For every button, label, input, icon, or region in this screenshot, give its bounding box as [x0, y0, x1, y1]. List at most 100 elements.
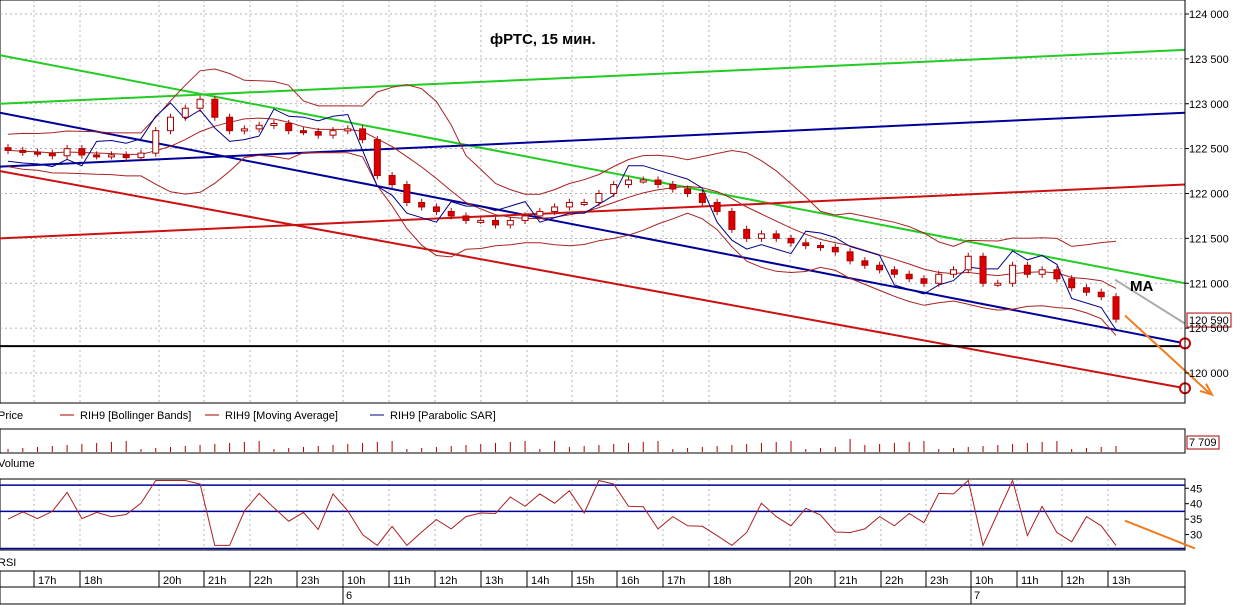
hour-label: 21h	[839, 575, 857, 587]
volume-last-box	[1186, 435, 1220, 450]
hour-label: 17h	[38, 575, 56, 587]
rsi-tick-label: 35	[1190, 514, 1202, 526]
candle-body	[964, 255, 972, 271]
candle-body	[78, 148, 86, 156]
hour-label: 23h	[301, 575, 319, 587]
candle-body	[93, 154, 101, 158]
candle-body	[432, 206, 440, 212]
candle-body	[861, 260, 869, 266]
hour-label: 20h	[794, 575, 812, 587]
candle-body	[1009, 264, 1017, 284]
candle-body	[344, 128, 352, 132]
candle-body	[935, 273, 943, 284]
candle-body	[521, 215, 529, 221]
candle-body	[477, 219, 485, 223]
candle-body	[698, 193, 706, 203]
price-tick-label: 123 000	[1189, 99, 1229, 111]
legend-entry: RIH9 [Parabolic SAR]	[390, 410, 496, 422]
candle-body	[817, 245, 825, 249]
blue-upper-line	[0, 111, 1186, 168]
candle-body	[831, 246, 839, 253]
candle-body	[226, 116, 234, 132]
candle-body	[107, 154, 115, 158]
candle-body	[624, 179, 632, 186]
candle-body	[876, 264, 884, 271]
candle-body	[152, 130, 160, 154]
rsi-polyline	[7, 479, 1117, 547]
price-tick-label: 122 000	[1189, 189, 1229, 201]
price-tick-label: 124 000	[1189, 9, 1229, 21]
price-tick-label: 120 500	[1189, 323, 1229, 335]
candle-body	[211, 98, 219, 118]
candle-body	[19, 149, 27, 153]
candle-body	[654, 179, 662, 186]
trend-lines	[0, 48, 1191, 395]
candle-body	[1112, 296, 1120, 320]
candle-body	[565, 201, 573, 208]
candle-body	[1053, 269, 1061, 280]
rsi-tick-label: 40	[1190, 499, 1202, 511]
candle-body	[743, 228, 751, 239]
candle-body	[255, 124, 263, 130]
hour-label: 14h	[531, 575, 549, 587]
candles	[4, 95, 1120, 323]
candle-body	[329, 130, 337, 136]
last-price-label: 120 590	[1189, 315, 1229, 327]
rsi-axis: 45 40 35 30	[1185, 483, 1202, 542]
price-forecast-arrowhead	[1199, 383, 1215, 397]
last-price-box	[1186, 312, 1232, 328]
candle-body	[418, 201, 426, 208]
hour-label: 18h	[84, 575, 102, 587]
candle-body	[1068, 278, 1076, 289]
chart-title: фРТС, 15 мин.	[490, 31, 596, 48]
candle-body	[196, 98, 204, 109]
legend-entry: Price	[0, 410, 23, 422]
candle-body	[240, 128, 248, 132]
volume-pane: 7 709 Volume	[0, 428, 1220, 470]
price-axis: 124 000 123 500 123 000 122 500 122 000 121 5…	[1184, 0, 1232, 403]
candle-body	[905, 273, 913, 280]
candle-body	[4, 147, 12, 151]
price-tick-label: 121 000	[1189, 278, 1229, 290]
hour-label: 13h	[485, 575, 503, 587]
hour-label: 16h	[621, 575, 639, 587]
green-resistance-line	[0, 54, 1186, 285]
hour-label: 20h	[163, 575, 181, 587]
candle-body	[270, 122, 278, 126]
candle-body	[299, 130, 307, 134]
candle-body	[979, 255, 987, 284]
price-forecast-arrow	[1124, 314, 1211, 395]
price-tick-label: 123 500	[1189, 54, 1229, 66]
candle-body	[122, 154, 130, 159]
candle-body	[669, 184, 677, 190]
hour-label: 10h	[975, 575, 993, 587]
candle-body	[639, 179, 647, 183]
hour-label: 12h	[439, 575, 457, 587]
price-tick-label: 122 500	[1189, 144, 1229, 156]
candle-body	[63, 148, 71, 157]
candle-body	[48, 152, 56, 157]
candle-body	[462, 215, 470, 221]
bollinger-upper-band	[7, 68, 1117, 247]
candle-body	[772, 233, 780, 239]
ma-annotation: MA	[1130, 278, 1153, 295]
candle-body	[757, 233, 765, 239]
rsi-pane: 45 40 35 30 RSI	[0, 478, 1202, 569]
blue-support-line	[0, 111, 1186, 345]
rsi-label: RSI	[0, 557, 16, 569]
hour-label: 15h	[576, 575, 594, 587]
candle-body	[137, 152, 145, 159]
hour-label: 18h	[713, 575, 731, 587]
legend-entry: RIH9 [Bollinger Bands]	[80, 410, 191, 422]
rsi-pane-frame	[0, 478, 1186, 551]
day-label: 6	[346, 590, 352, 602]
legend: Price RIH9 [Bollinger Bands] RIH9 [Moving …	[0, 410, 496, 422]
candle-body	[536, 210, 544, 217]
price-pane-frame	[0, 0, 1186, 404]
candle-body	[846, 251, 854, 262]
hour-label: 22h	[254, 575, 272, 587]
red-lower-line	[0, 170, 1186, 390]
legend-entry: RIH9 [Moving Average]	[225, 410, 338, 422]
volume-pane-frame	[0, 428, 1186, 454]
